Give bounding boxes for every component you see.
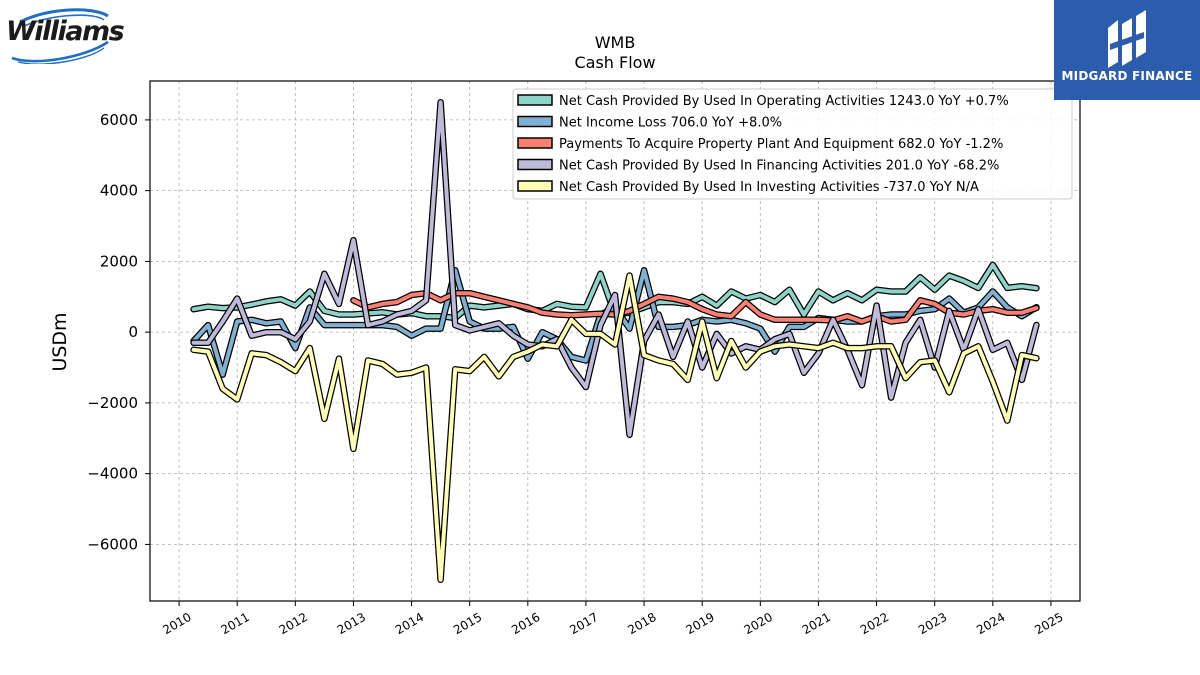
williams-logo: Williams ® [4, 8, 125, 64]
x-tick-label: 2020 [742, 610, 775, 637]
williams-wordmark: Williams [6, 16, 125, 47]
x-tick-label: 2013 [335, 610, 368, 637]
x-tick-label: 2025 [1032, 610, 1065, 637]
x-tick-label: 2018 [625, 610, 658, 637]
legend-swatch [517, 158, 553, 171]
x-tick-label: 2010 [160, 610, 193, 637]
swoosh-icon [11, 8, 109, 64]
x-tick-label: 2011 [218, 610, 251, 637]
y-tick-label: 6000 [100, 111, 138, 129]
legend-box [512, 88, 1073, 200]
legend-swatch [517, 137, 553, 149]
chart-subtitle: Cash Flow [574, 53, 655, 72]
x-tick-label: 2014 [393, 610, 426, 637]
y-tick-label: −2000 [87, 394, 138, 412]
series-line-3 [190, 98, 1040, 438]
legend-entry: Payments To Acquire Property Plant And E… [559, 137, 1003, 152]
y-tick-label: −6000 [87, 535, 138, 553]
x-tick-label: 2017 [567, 610, 600, 637]
x-tick-label: 2022 [858, 610, 891, 637]
x-tick-label: 2019 [683, 610, 716, 637]
x-tick-label: 2021 [800, 610, 833, 637]
midgard-logo-icon [1108, 10, 1146, 68]
series-line-2 [350, 289, 1040, 325]
publisher-name: MIDGARD FINANCE [1061, 69, 1193, 83]
plot-area-frame [149, 80, 1081, 602]
legend-entry: Net Cash Provided By Used In Financing A… [559, 159, 999, 174]
legend-swatch [517, 115, 553, 128]
chart-title: WMB [595, 33, 636, 52]
x-tick-label: 2015 [451, 610, 484, 637]
registered-mark: ® [114, 34, 121, 42]
y-tick-label: 4000 [100, 182, 138, 200]
x-tick-label: 2023 [916, 610, 949, 637]
legend-swatch [517, 94, 553, 106]
x-tick-label: 2024 [974, 610, 1007, 637]
legend-entry: Net Cash Provided By Used In Operating A… [559, 94, 1009, 109]
y-tick-label: 2000 [100, 252, 138, 270]
legend-entry: Net Income Loss 706.0 YoY +8.0% [559, 116, 782, 131]
publisher-badge: MIDGARD FINANCE [1054, 0, 1200, 100]
x-tick-label: 2016 [509, 610, 542, 637]
series-line-4 [190, 272, 1040, 584]
y-tick-label: 0 [128, 323, 138, 341]
legend-swatch [517, 180, 553, 192]
y-axis-label: USDm [49, 312, 71, 371]
x-tick-label: 2012 [277, 610, 310, 637]
legend-entry: Net Cash Provided By Used In Investing A… [559, 180, 979, 195]
y-tick-label: −4000 [87, 465, 138, 483]
